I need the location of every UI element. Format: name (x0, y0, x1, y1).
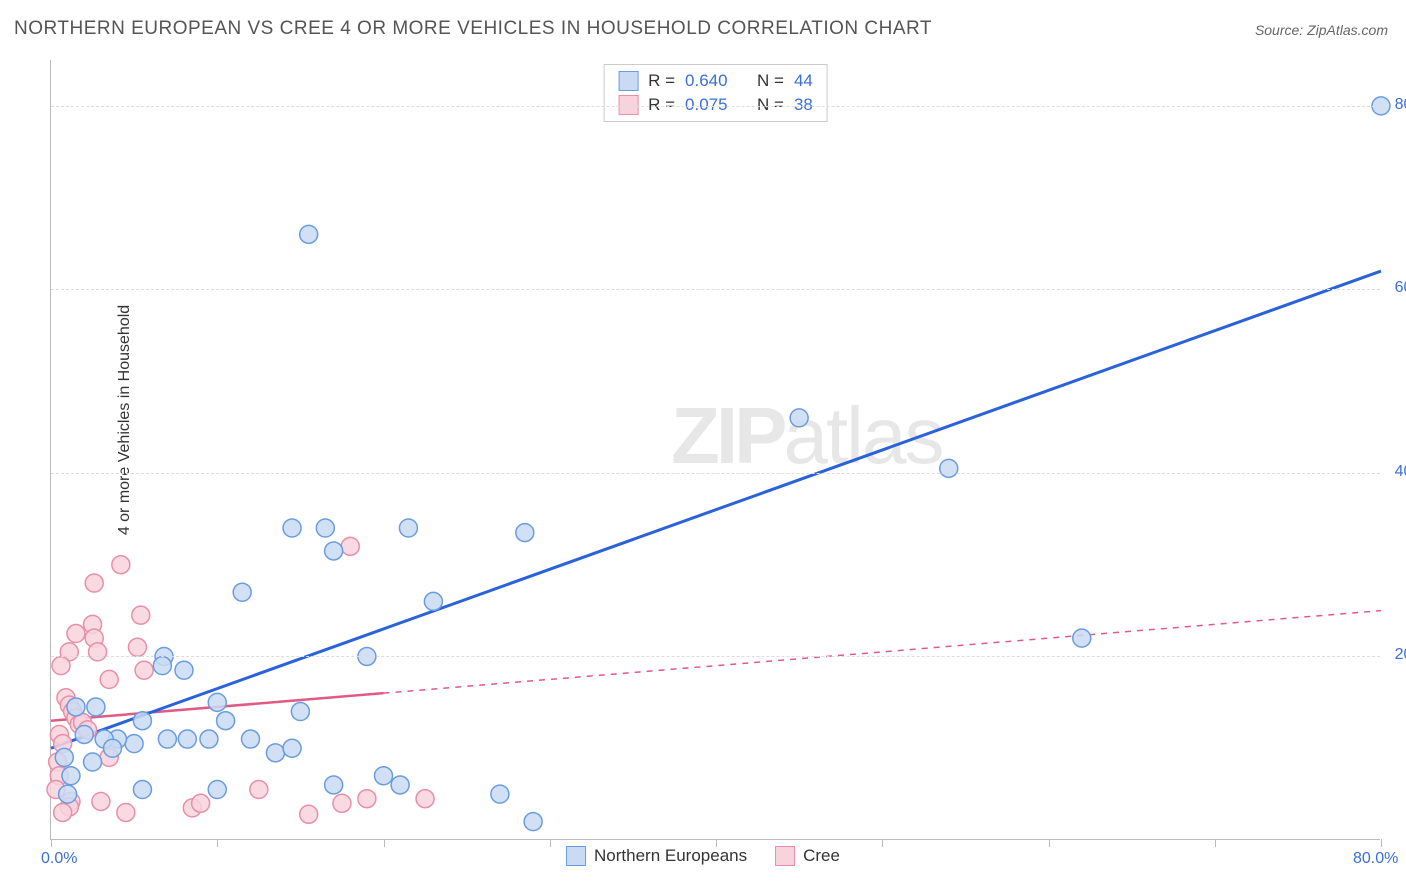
plot-area: R = 0.640 N = 44 R = 0.075 N = 38 ZIPatl… (50, 60, 1380, 840)
scatter-svg (51, 60, 1380, 839)
legend-item-pink: Cree (775, 846, 840, 866)
legend-label-blue: Northern Europeans (594, 846, 747, 866)
x-tick (1215, 839, 1216, 847)
legend-label-pink: Cree (803, 846, 840, 866)
y-tick-label: 80.0% (1395, 96, 1406, 114)
source-attribution: Source: ZipAtlas.com (1255, 22, 1388, 38)
swatch-pink-icon (775, 846, 795, 866)
y-tick-label: 40.0% (1395, 463, 1406, 481)
gridline (51, 289, 1380, 290)
y-tick-label: 60.0% (1395, 279, 1406, 297)
x-tick-label: 0.0% (41, 850, 77, 868)
legend-item-blue: Northern Europeans (566, 846, 747, 866)
x-tick-label: 80.0% (1353, 850, 1398, 868)
x-tick (882, 839, 883, 847)
x-tick (217, 839, 218, 847)
y-tick-label: 20.0% (1395, 646, 1406, 664)
swatch-blue-icon (566, 846, 586, 866)
x-tick (550, 839, 551, 847)
x-tick (1049, 839, 1050, 847)
x-tick (1381, 839, 1382, 847)
chart-title: NORTHERN EUROPEAN VS CREE 4 OR MORE VEHI… (14, 18, 932, 40)
gridline (51, 106, 1380, 107)
x-tick (384, 839, 385, 847)
chart-container: NORTHERN EUROPEAN VS CREE 4 OR MORE VEHI… (0, 0, 1406, 892)
gridline (51, 473, 1380, 474)
gridline (51, 656, 1380, 657)
x-tick (51, 839, 52, 847)
series-legend: Northern Europeans Cree (566, 846, 840, 866)
